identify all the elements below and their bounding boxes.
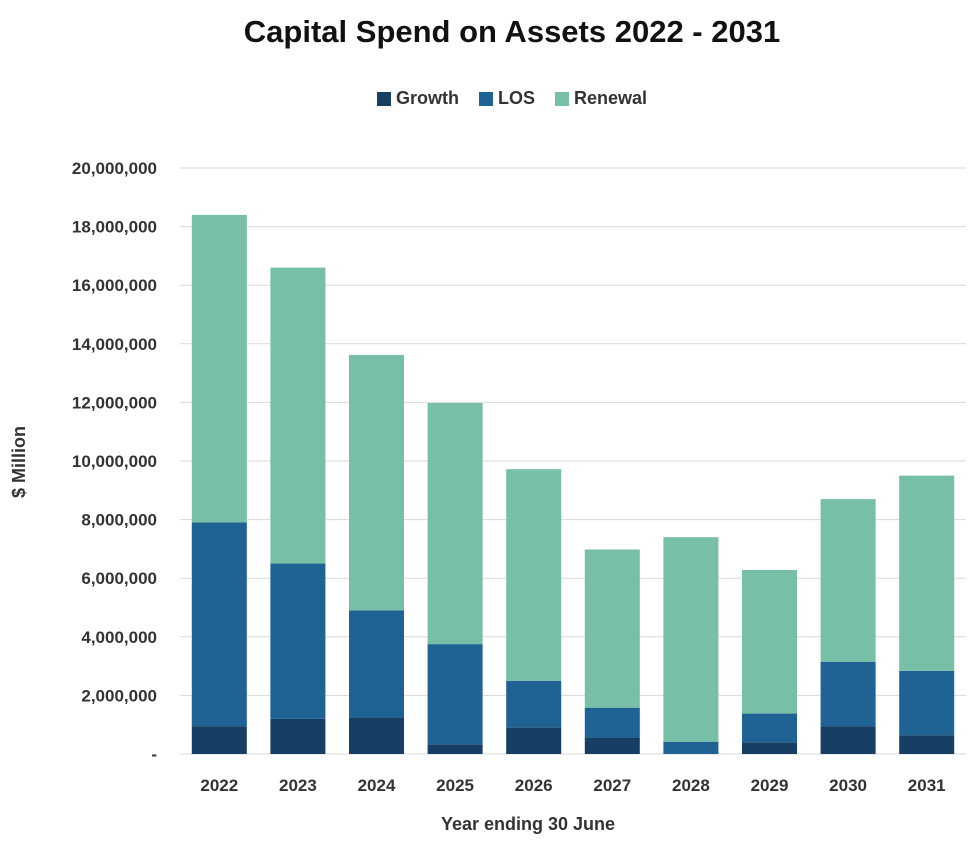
y-tick-label: 10,000,000 <box>72 452 157 471</box>
y-axis-title: $ Million <box>9 426 29 498</box>
bar-los-2022 <box>191 522 247 727</box>
bar-growth-2022 <box>191 726 247 754</box>
bar-renewal-2026 <box>506 469 562 681</box>
legend-swatch <box>376 92 391 106</box>
legend-swatch <box>554 92 569 106</box>
bar-los-2025 <box>427 644 483 745</box>
bar-growth-2030 <box>820 726 876 754</box>
legend-item-growth: Growth <box>376 88 459 108</box>
bar-los-2031 <box>899 670 955 736</box>
y-tick-label: 16,000,000 <box>72 276 157 295</box>
x-tick-label: 2022 <box>200 776 238 795</box>
x-tick-label: 2023 <box>279 776 317 795</box>
y-tick-label: 14,000,000 <box>72 335 157 354</box>
y-tick-label: 18,000,000 <box>72 218 157 237</box>
bar-los-2030 <box>820 661 876 727</box>
x-tick-label: 2028 <box>672 776 710 795</box>
bar-renewal-2029 <box>741 569 798 714</box>
y-tick-label: 2,000,000 <box>81 686 157 705</box>
bar-growth-2023 <box>270 718 326 754</box>
bar-growth-2027 <box>584 737 640 754</box>
bar-los-2029 <box>741 713 798 743</box>
bar-growth-2025 <box>427 744 483 754</box>
bar-growth-2026 <box>506 727 562 754</box>
legend-item-renewal: Renewal <box>554 88 647 108</box>
bar-renewal-2027 <box>584 549 640 708</box>
x-axis-title: Year ending 30 June <box>441 814 615 834</box>
bar-renewal-2024 <box>348 354 405 611</box>
x-tick-label: 2025 <box>436 776 474 795</box>
chart-title: Capital Spend on Assets 2022 - 2031 <box>244 14 780 49</box>
bar-los-2027 <box>584 707 640 738</box>
bar-los-2026 <box>506 680 562 728</box>
x-axis-ticks: 2022 2023 2024 2025 2026 2027 2028 2029 2030 2031 <box>200 776 945 795</box>
y-tick-label: 20,000,000 <box>72 159 157 178</box>
y-axis-ticks: - 2,000,000 4,000,000 6,000,000 8,000,000 10,… <box>72 159 157 764</box>
legend-swatch <box>478 92 493 106</box>
bar-renewal-2025 <box>427 402 483 645</box>
bar-renewal-2031 <box>899 475 955 671</box>
bar-los-2023 <box>270 563 326 719</box>
bar-growth-2024 <box>348 717 405 754</box>
legend-label: LOS <box>498 88 535 108</box>
bar-renewal-2028 <box>663 537 719 742</box>
y-tick-label: 12,000,000 <box>72 393 157 412</box>
x-tick-label: 2029 <box>751 776 789 795</box>
legend-label: Growth <box>396 88 459 108</box>
bar-growth-2031 <box>899 735 955 754</box>
bar-renewal-2030 <box>820 499 876 662</box>
legend-item-los: LOS <box>478 88 535 108</box>
legend-label: Renewal <box>574 88 647 108</box>
x-tick-label: 2026 <box>515 776 553 795</box>
legend: Growth LOS Renewal <box>376 88 647 108</box>
x-tick-label: 2024 <box>358 776 396 795</box>
bar-growth-2029 <box>741 742 798 754</box>
y-tick-label: 6,000,000 <box>81 569 157 588</box>
x-tick-label: 2027 <box>593 776 631 795</box>
bar-renewal-2022 <box>191 214 247 523</box>
y-tick-label: - <box>151 745 157 764</box>
bar-renewal-2023 <box>270 267 326 564</box>
y-tick-label: 8,000,000 <box>81 511 157 530</box>
y-tick-label: 4,000,000 <box>81 628 157 647</box>
x-tick-label: 2030 <box>829 776 867 795</box>
bars <box>191 214 955 754</box>
x-tick-label: 2031 <box>908 776 946 795</box>
bar-los-2024 <box>348 610 405 718</box>
bar-los-2028 <box>663 741 719 754</box>
